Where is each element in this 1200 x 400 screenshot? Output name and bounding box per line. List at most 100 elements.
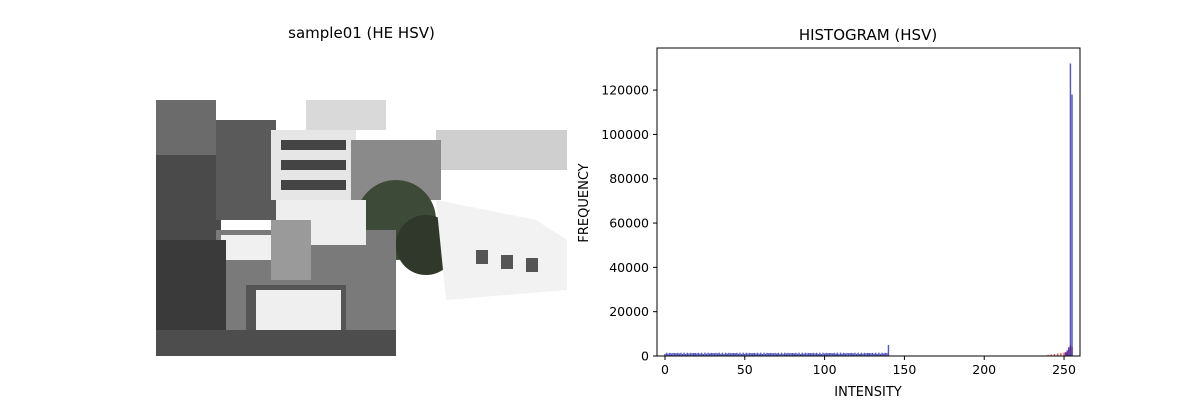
histogram-bar bbox=[876, 353, 878, 356]
histogram-bar bbox=[673, 353, 676, 356]
histogram-bar bbox=[721, 352, 724, 356]
histogram-bar bbox=[772, 353, 775, 356]
histogram-bar bbox=[1053, 354, 1056, 356]
histogram-bar bbox=[729, 353, 732, 356]
histogram-bar bbox=[780, 352, 783, 356]
histogram-bar bbox=[752, 353, 754, 356]
histogram-bar bbox=[843, 352, 845, 356]
histogram-bar bbox=[819, 352, 821, 356]
histogram-bar bbox=[855, 353, 858, 356]
histogram-bar bbox=[678, 353, 681, 356]
histogram-bar bbox=[809, 353, 811, 356]
histogram-bar bbox=[740, 353, 743, 356]
histogram-bar bbox=[807, 352, 810, 356]
histogram-bar bbox=[1064, 352, 1067, 356]
histogram-bar bbox=[803, 353, 805, 356]
histogram-bar bbox=[708, 353, 711, 356]
plot-frame bbox=[656, 47, 1081, 357]
histogram-bar bbox=[868, 353, 871, 356]
histogram-bar bbox=[669, 352, 671, 356]
histogram-bar bbox=[758, 353, 760, 356]
histogram-bar bbox=[811, 353, 813, 356]
histogram-bar bbox=[732, 353, 735, 356]
histogram-bar bbox=[823, 353, 826, 356]
histogram-bar bbox=[1071, 94, 1073, 356]
histogram-bar bbox=[720, 353, 722, 356]
histogram-bar bbox=[1047, 354, 1049, 356]
histogram-bar bbox=[681, 353, 684, 356]
histogram-bar bbox=[691, 353, 693, 356]
histogram-bar bbox=[830, 352, 832, 356]
histogram-bar bbox=[881, 352, 883, 356]
y-tick-label: 100000 bbox=[601, 127, 649, 142]
y-tick-label: 120000 bbox=[601, 83, 649, 98]
histogram-bar bbox=[886, 353, 888, 356]
histogram-bar bbox=[685, 353, 687, 356]
histogram-bar bbox=[707, 352, 709, 356]
x-tick-label: 250 bbox=[1052, 362, 1076, 377]
histogram-bar bbox=[841, 353, 843, 356]
histogram-bar bbox=[677, 352, 679, 356]
histogram-bar bbox=[825, 352, 827, 356]
histogram-bar bbox=[795, 352, 797, 356]
histogram-bar bbox=[779, 353, 781, 356]
histogram-bar bbox=[763, 352, 765, 356]
histogram-bar bbox=[787, 352, 789, 356]
histogram-bar bbox=[846, 352, 848, 356]
histogram-bar bbox=[775, 353, 778, 356]
histogram-bar bbox=[812, 352, 815, 356]
histogram-bar bbox=[756, 352, 759, 356]
histogram-bar bbox=[692, 353, 695, 356]
x-tick-label: 150 bbox=[892, 362, 916, 377]
histogram-bar bbox=[750, 353, 752, 356]
histogram-bar bbox=[670, 353, 673, 356]
histogram-bar bbox=[882, 353, 885, 356]
histogram-bar bbox=[753, 352, 756, 356]
histogram-bar bbox=[1066, 350, 1068, 356]
histogram-bar bbox=[710, 352, 712, 356]
histogram-bar bbox=[860, 352, 863, 356]
histogram-bar bbox=[667, 353, 669, 356]
histogram-bar bbox=[702, 353, 705, 356]
histogram-bar bbox=[1069, 63, 1072, 356]
histogram-bar bbox=[700, 352, 703, 356]
histogram-bar bbox=[857, 352, 859, 356]
histogram-bar bbox=[694, 352, 697, 356]
histogram-bar bbox=[817, 353, 819, 356]
histogram-bar bbox=[705, 353, 708, 356]
histogram-bar bbox=[849, 353, 851, 356]
histogram-bar bbox=[887, 344, 890, 356]
histogram-bar bbox=[835, 353, 837, 356]
y-tick-label: 60000 bbox=[609, 216, 649, 231]
histogram-bar bbox=[737, 353, 740, 356]
histogram-bar bbox=[766, 352, 768, 356]
histogram-bar bbox=[680, 352, 682, 356]
histogram-bar bbox=[839, 352, 842, 356]
histogram-bar bbox=[1050, 354, 1052, 356]
histogram-bar bbox=[734, 353, 736, 356]
histogram-bar bbox=[748, 352, 751, 356]
y-axis-label: FREQUENCY bbox=[577, 163, 592, 242]
histogram-bar bbox=[836, 352, 839, 356]
histogram-bar bbox=[871, 352, 874, 356]
histogram-bar bbox=[791, 352, 794, 356]
histogram-bar bbox=[866, 352, 869, 356]
histogram-bar bbox=[796, 353, 799, 356]
histogram-bar bbox=[742, 352, 744, 356]
histogram-bar bbox=[665, 352, 668, 356]
histogram-bar bbox=[831, 353, 834, 356]
image-title: sample01 (HE HSV) bbox=[288, 24, 435, 42]
histogram-bar bbox=[838, 353, 840, 356]
histogram-bar bbox=[764, 353, 767, 356]
histogram-bar bbox=[851, 352, 853, 356]
histogram-bar bbox=[785, 353, 788, 356]
histogram-bar bbox=[865, 353, 867, 356]
histogram-bar bbox=[716, 353, 719, 356]
histogram-bar bbox=[755, 353, 757, 356]
x-axis-ticks: 0 50 100 150 200 250 bbox=[661, 356, 1076, 377]
histogram-bar bbox=[715, 352, 717, 356]
histogram-bar bbox=[804, 352, 807, 356]
histogram-bar bbox=[761, 353, 764, 356]
histogram-bar bbox=[745, 352, 748, 356]
